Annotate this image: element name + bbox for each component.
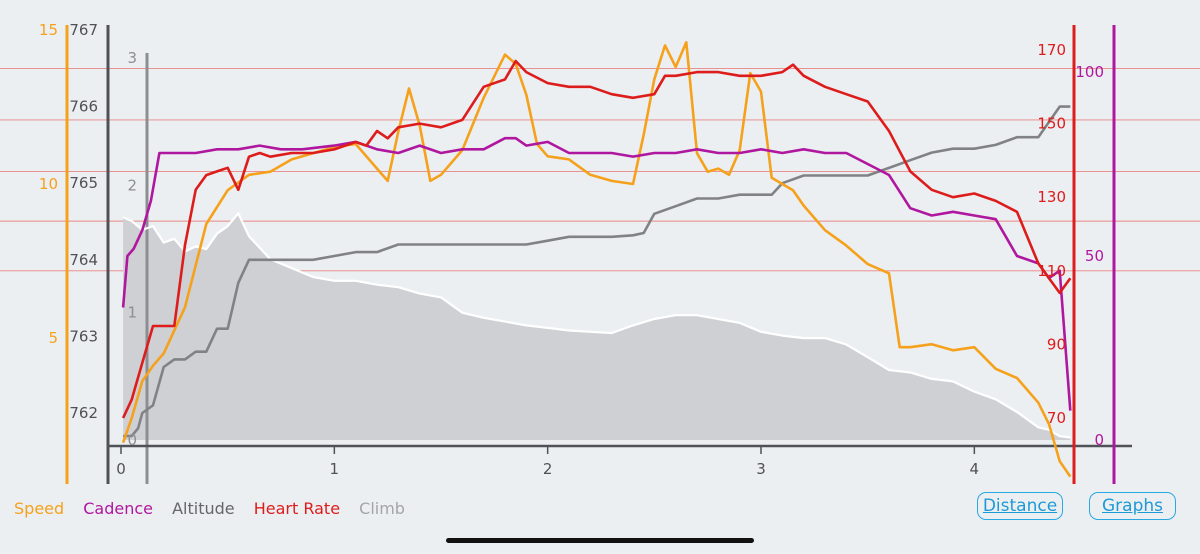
altitude-tick-label: 764 (69, 251, 98, 269)
chart-axes (65, 25, 1132, 484)
cadence-tick-label: 0 (1094, 431, 1104, 449)
legend-speed: Speed (14, 499, 65, 518)
climb-tick-label: 3 (127, 49, 137, 67)
heart-rate-tick-label: 170 (1037, 41, 1066, 59)
series-altitude (123, 105, 1071, 438)
cadence-tick-label: 100 (1075, 63, 1104, 81)
series-heart-rate (121, 59, 1072, 419)
x-tick-label: 1 (330, 460, 340, 478)
heart-rate-tick-label: 90 (1047, 335, 1066, 353)
altitude-tick-label: 762 (69, 404, 98, 422)
cadence-tick-label: 50 (1085, 247, 1104, 265)
home-indicator (446, 538, 754, 543)
x-tick-label: 3 (756, 460, 766, 478)
altitude-tick-label: 763 (69, 327, 98, 345)
series-cadence (121, 136, 1072, 411)
altitude-tick-label: 766 (69, 98, 98, 116)
series-speed (121, 40, 1072, 478)
heart-rate-tick-label: 110 (1037, 262, 1066, 280)
graphs-button[interactable]: Graphs (1089, 492, 1176, 520)
series-climb (122, 212, 1071, 439)
legend-altitude: Altitude (172, 499, 235, 518)
legend-climb: Climb (359, 499, 405, 518)
chart-ticks: 5101576276376476576676701237090110130150… (39, 21, 1104, 478)
chart-legend: Speed Cadence Altitude Heart Rate Climb (14, 499, 419, 518)
altitude-tick-label: 765 (69, 174, 98, 192)
x-tick-label: 4 (970, 460, 980, 478)
distance-button[interactable]: Distance (977, 492, 1063, 520)
chart-grid (0, 67, 1200, 272)
climb-area (123, 213, 1071, 440)
x-tick-label: 2 (543, 460, 553, 478)
legend-heart-rate: Heart Rate (253, 499, 341, 518)
climb-tick-label: 0 (127, 431, 137, 449)
altitude-tick-label: 767 (69, 21, 98, 39)
speed-tick-label: 15 (39, 21, 58, 39)
heart-rate-tick-label: 150 (1037, 115, 1066, 133)
climb-tick-label: 2 (127, 176, 137, 194)
heart-rate-tick-label: 70 (1047, 409, 1066, 427)
climb-tick-label: 1 (127, 304, 137, 322)
speed-tick-label: 5 (48, 329, 58, 347)
chart-plot: 5101576276376476576676701237090110130150… (0, 21, 1200, 484)
legend-cadence: Cadence (83, 499, 154, 518)
chart-series (121, 40, 1072, 478)
speed-tick-label: 10 (39, 175, 58, 193)
heart-rate-tick-label: 130 (1037, 188, 1066, 206)
x-tick-label: 0 (116, 460, 126, 478)
